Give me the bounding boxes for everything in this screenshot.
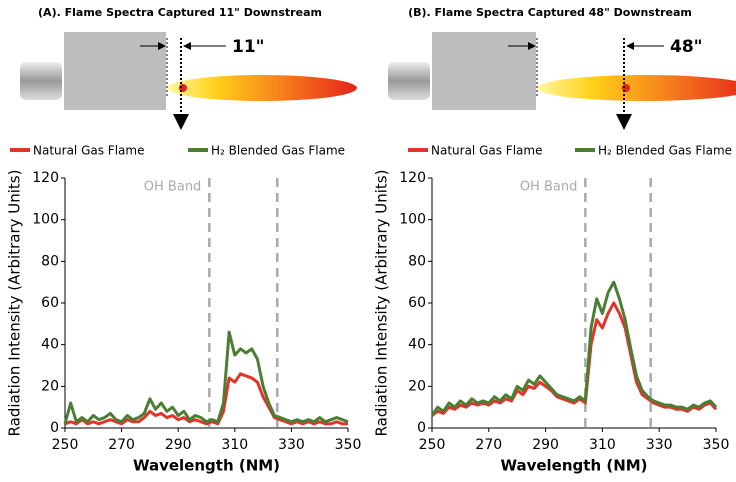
series-line — [65, 332, 348, 424]
legend-label: H₂ Blended Gas Flame — [598, 144, 732, 158]
y-tick-label: 40 — [41, 337, 59, 353]
y-tick-label: 120 — [399, 170, 426, 186]
y-tick-label: 100 — [32, 212, 59, 228]
chart-title: (B). Flame Spectra Captured 48" Downstre… — [408, 6, 692, 19]
x-tick-label: 250 — [52, 437, 79, 453]
y-tick-label: 20 — [41, 378, 59, 394]
y-tick-label: 80 — [408, 253, 426, 269]
y-tick-label: 60 — [408, 295, 426, 311]
y-tick-label: 20 — [408, 378, 426, 394]
x-tick-label: 350 — [703, 437, 730, 453]
x-tick-label: 250 — [419, 437, 446, 453]
x-axis-label: Wavelength (NM) — [500, 457, 647, 475]
legend-label: H₂ Blended Gas Flame — [211, 144, 345, 158]
y-tick-label: 60 — [41, 295, 59, 311]
chart: (A). Flame Spectra Captured 11" Downstre… — [0, 0, 736, 478]
x-tick-label: 310 — [221, 437, 248, 453]
chart-title: (A). Flame Spectra Captured 11" Downstre… — [38, 6, 322, 19]
x-tick-label: 290 — [532, 437, 559, 453]
y-tick-label: 40 — [408, 337, 426, 353]
y-tick-label: 80 — [41, 253, 59, 269]
y-tick-label: 100 — [399, 212, 426, 228]
y-tick-label: 120 — [32, 170, 59, 186]
y-tick-label: 0 — [417, 420, 426, 436]
x-axis-label: Wavelength (NM) — [133, 457, 280, 475]
series-line — [432, 303, 716, 416]
x-tick-label: 330 — [646, 437, 673, 453]
x-tick-label: 290 — [165, 437, 192, 453]
x-tick-label: 350 — [335, 437, 362, 453]
x-tick-label: 270 — [108, 437, 135, 453]
legend-label: Natural Gas Flame — [431, 144, 542, 158]
y-tick-label: 0 — [50, 420, 59, 436]
x-tick-label: 330 — [278, 437, 305, 453]
series-line — [432, 282, 716, 415]
band-annotation: OH Band — [144, 180, 202, 195]
distance-label: 11" — [232, 37, 265, 57]
burner-diagram — [20, 32, 357, 128]
distance-label: 48" — [670, 37, 703, 57]
x-tick-label: 270 — [475, 437, 502, 453]
band-annotation: OH Band — [520, 180, 578, 195]
y-axis-label: Radiation Intensity (Arbitrary Units) — [6, 170, 24, 437]
legend-label: Natural Gas Flame — [33, 144, 144, 158]
y-axis-label: Radiation Intensity (Arbitrary Units) — [373, 170, 391, 437]
x-tick-label: 310 — [589, 437, 616, 453]
